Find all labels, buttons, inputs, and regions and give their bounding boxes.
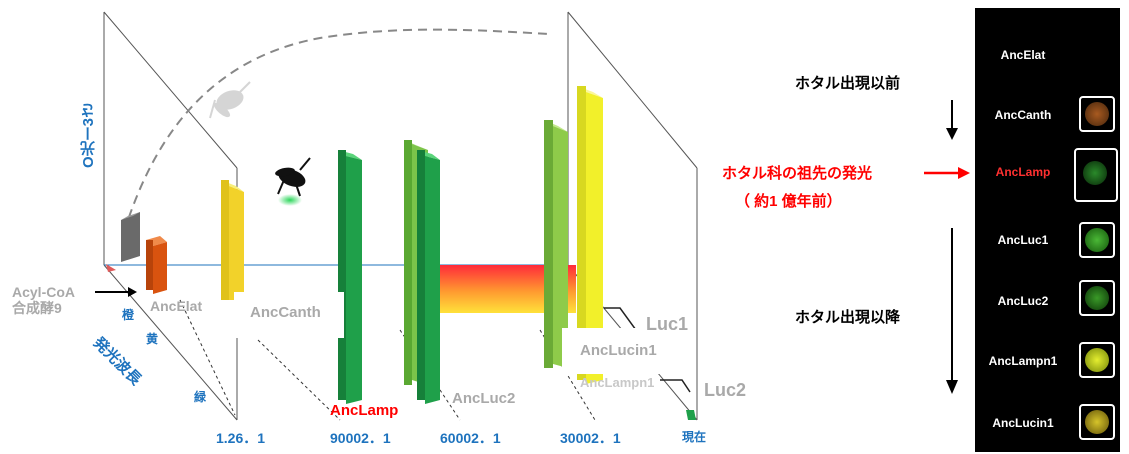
label-ancelat: AncElat (150, 298, 203, 314)
origin-date-label: （ 約1 億年前） (735, 193, 842, 210)
tick-line (179, 299, 236, 416)
tick-line (257, 339, 341, 421)
panel-label: AncElat (1000, 48, 1046, 62)
label-anclucin1: AncLucin1 (580, 342, 657, 359)
label-box (562, 328, 667, 374)
swatch-anclampn1 (1079, 342, 1115, 378)
label-box (234, 292, 344, 338)
bar-anclamp (338, 150, 362, 404)
color-orange-label: 橙 (122, 308, 135, 322)
label-luc2: Luc2 (704, 380, 747, 400)
origin-label: ホタル科の祖先の発光 (722, 165, 873, 182)
swatch-anccanth (1079, 96, 1115, 132)
label-anclampn1: AncLampn1 (580, 375, 655, 390)
label-ancluc2: AncLuc2 (452, 390, 516, 407)
swatch-anclucin1 (1079, 404, 1115, 440)
swatch-ancluc2 (1079, 280, 1115, 316)
time-tick: 1.26．1 (216, 430, 266, 446)
gray-ancestor-bar (121, 212, 140, 262)
color-yellow-label: 黄 (146, 332, 159, 346)
swatch-ancluc1 (1079, 222, 1115, 258)
panel-label: AncLucin1 (992, 416, 1054, 430)
time-tick: 60002．1 (440, 430, 501, 446)
panel-label: AncCanth (994, 108, 1052, 122)
bar-ancluc (404, 140, 440, 404)
time-tick: 30002．1 (560, 430, 621, 446)
luminescence-panel: AncElat AncCanth AncLamp AncLuc1 AncLuc2… (975, 8, 1120, 452)
color-green-label: 緑 (194, 390, 207, 404)
panel-label: AncLuc2 (997, 294, 1049, 308)
label-anclamp: AncLamp (330, 402, 399, 419)
label-anccanth: AncCanth (250, 304, 321, 321)
panel-label: AncLuc1 (997, 233, 1049, 247)
label-luc1: Luc1 (646, 314, 689, 334)
swatch-anclamp (1074, 148, 1118, 202)
bar-ancelat (146, 236, 167, 294)
bar-anclucin (544, 86, 603, 384)
firefly-ghost-icon (209, 81, 251, 119)
bar-anccanth (221, 180, 244, 300)
vertical-axis-label: O光ー3さ (80, 102, 97, 168)
after-fireflies-label: ホタル出現以降 (795, 309, 901, 326)
time-tick: 90002．1 (330, 430, 391, 446)
firefly-icon (275, 157, 311, 206)
before-fireflies-label: ホタル出現以前 (795, 75, 901, 92)
panel-label: AncLamp (995, 165, 1051, 179)
panel-label: AncLampn1 (988, 354, 1058, 368)
evolution-trajectory (123, 28, 549, 233)
substrate-label: Acyl-CoA 合成酵9 (12, 284, 76, 316)
time-tick: 現在 (682, 430, 707, 444)
